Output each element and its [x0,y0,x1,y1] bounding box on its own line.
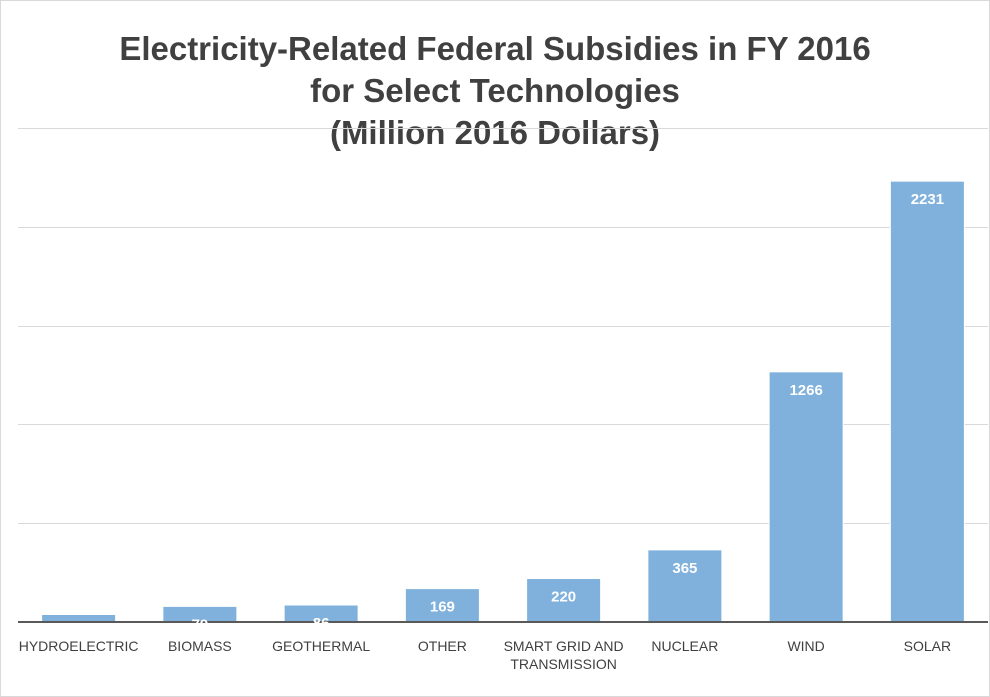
bars [41,180,965,623]
data-label: 365 [672,560,697,577]
bar [41,613,117,623]
bar [889,180,965,623]
category-label: BIOMASS [168,638,232,654]
category-label: GEOTHERMAL [272,638,370,654]
category-label: HYDROELECTRIC [19,638,139,654]
data-label: 86 [313,615,330,632]
data-label: 169 [430,599,455,616]
chart-title-line-3: (Million 2016 Dollars) [329,114,661,151]
category-label: SMART GRID AND [504,638,624,654]
bar [768,371,844,623]
data-label: 2231 [911,191,944,208]
bar [526,578,602,623]
category-label: NUCLEAR [651,638,718,654]
chart-title: Electricity-Related Federal Subsidies in… [0,28,990,154]
category-label: SOLAR [904,638,951,654]
bar [404,588,480,623]
category-label: WIND [787,638,824,654]
category-label: OTHER [418,638,467,654]
data-label: 220 [551,589,576,606]
data-label: 79 [192,616,209,633]
data-label: 38 [70,624,87,641]
chart-title-line-1: Electricity-Related Federal Subsidies in… [119,30,871,67]
category-labels: HYDROELECTRIC BIOMASS GEOTHERMAL OTHER SMART… [19,638,951,672]
gridlines [18,128,988,524]
category-label: TRANSMISSION [510,656,617,672]
data-label: 1266 [789,382,822,399]
bar [647,549,723,623]
data-labels: 38 79 86 169 220 365 1266 2231 [70,191,944,641]
chart-title-line-2: for Select Technologies [310,72,680,109]
